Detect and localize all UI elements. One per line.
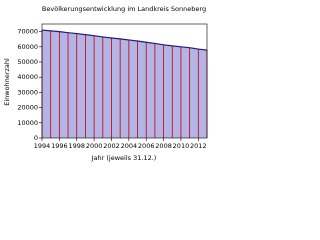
line [41,29,208,51]
x-tick-label: 2012 [190,142,207,150]
y-tick-label: 30000 [17,88,38,96]
y-tick-label: 10000 [17,119,38,127]
x-tick-label: 2004 [121,142,138,150]
y-tick-label: 50000 [17,58,38,66]
y-tick-label: 60000 [17,43,38,51]
x-tick-label: 1996 [51,142,68,150]
chart-title: Bevölkerungsentwicklung im Landkreis Son… [42,5,206,13]
y-tick-label: 0 [34,134,38,142]
y-tick-label: 40000 [17,73,38,81]
x-axis-label: Jahr (jeweils 31.12.) [91,154,157,162]
plot-frame [41,23,208,139]
x-tick-label: 2006 [138,142,155,150]
x-tick-label: 2010 [173,142,190,150]
y-tick-label: 20000 [17,104,38,112]
y-tick-label: 70000 [17,28,38,36]
x-tick-label: 1994 [34,142,51,150]
x-tick-label: 2008 [155,142,172,150]
x-tick-label: 2000 [86,142,103,150]
area [42,30,207,138]
x-tick-label: 2002 [103,142,120,150]
x-tick-label: 1998 [68,142,85,150]
chart: Bevölkerungsentwicklung im Landkreis Son… [3,5,208,162]
y-axis-label: Einwohnerzahl [3,58,11,106]
